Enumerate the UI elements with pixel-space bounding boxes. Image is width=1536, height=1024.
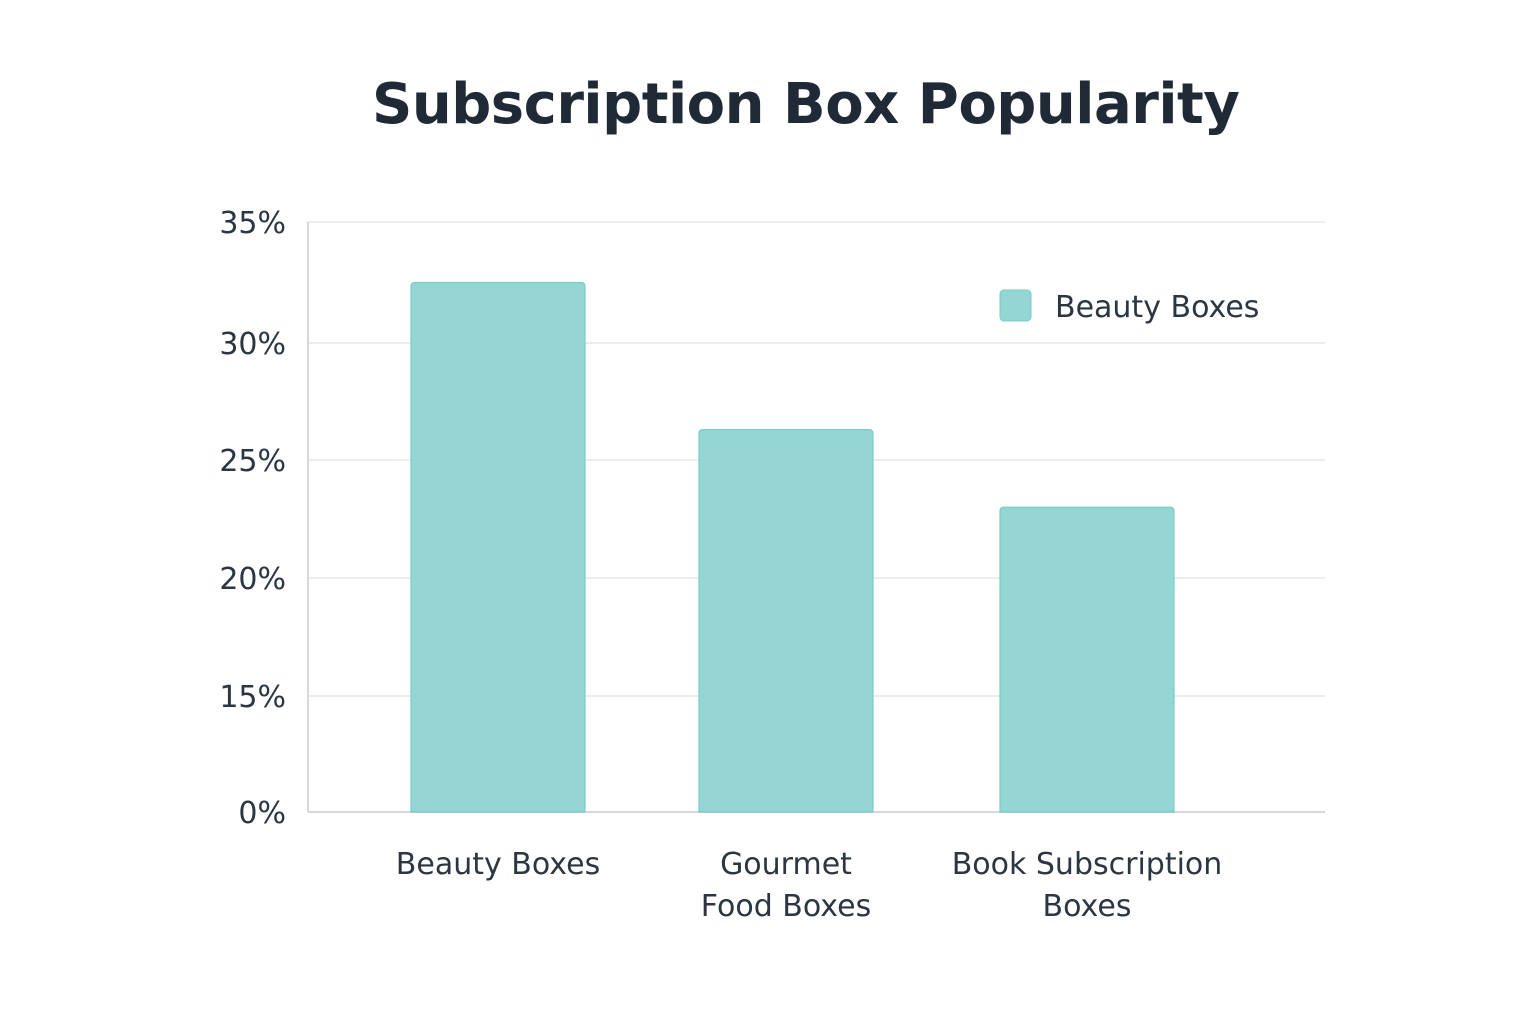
legend-label: Beauty Boxes <box>1055 290 1259 325</box>
x-tick-label: Food Boxes <box>701 889 871 924</box>
bar <box>410 281 586 813</box>
chart-title: Subscription Box Popularity <box>372 72 1240 137</box>
x-tick-label: Beauty Boxes <box>396 847 600 882</box>
y-tick-label: 20% <box>219 562 286 597</box>
legend-swatch <box>999 289 1032 322</box>
bar <box>999 506 1175 813</box>
x-tick-label: Gourmet <box>720 847 852 882</box>
y-tick-label: 35% <box>219 206 286 241</box>
y-tick-label: 15% <box>219 680 286 715</box>
y-tick-label: 0% <box>238 796 286 831</box>
bar <box>698 428 874 813</box>
x-tick-label: Book Subscription <box>952 847 1223 882</box>
x-tick-label: Boxes <box>1043 889 1132 924</box>
y-tick-label: 25% <box>219 444 286 479</box>
y-tick-label: 30% <box>219 327 286 362</box>
